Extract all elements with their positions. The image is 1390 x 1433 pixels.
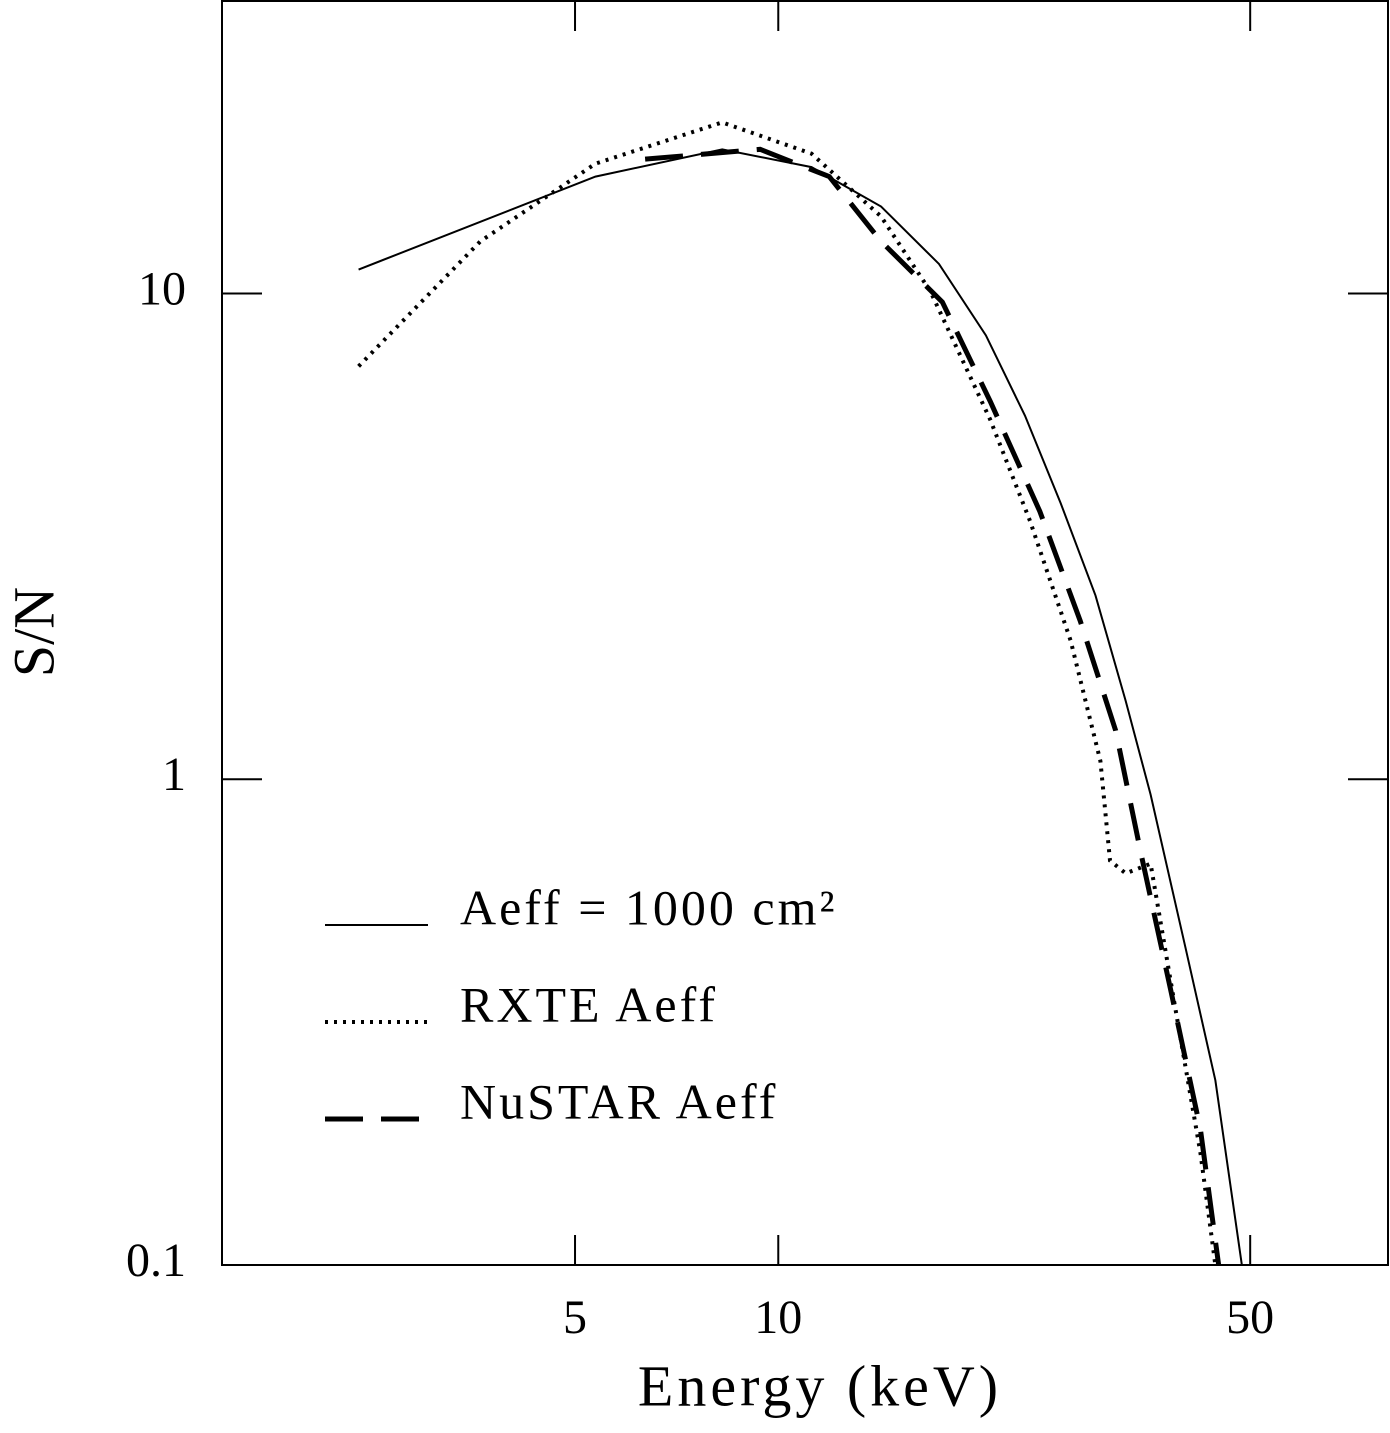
x-axis-label: Energy (keV) [638,1353,1002,1418]
x-tick-label: 5 [563,1291,587,1344]
y-tick-label: 10 [138,262,186,315]
lines [357,120,1243,1265]
plot-frame [221,0,1389,1266]
legend-label: RXTE Aeff [460,976,718,1032]
legend-label: NuSTAR Aeff [460,1073,778,1129]
y-tick-label: 1 [162,748,186,801]
y-axis-label: S/N [1,587,66,677]
x-tick-label: 50 [1226,1291,1274,1344]
series-line [358,148,1243,1265]
y-tick-label: 0.1 [126,1234,186,1287]
legend-label: Aeff = 1000 cm² [460,879,837,935]
series-line [644,146,1222,1265]
x-tick-label: 10 [754,1291,802,1344]
